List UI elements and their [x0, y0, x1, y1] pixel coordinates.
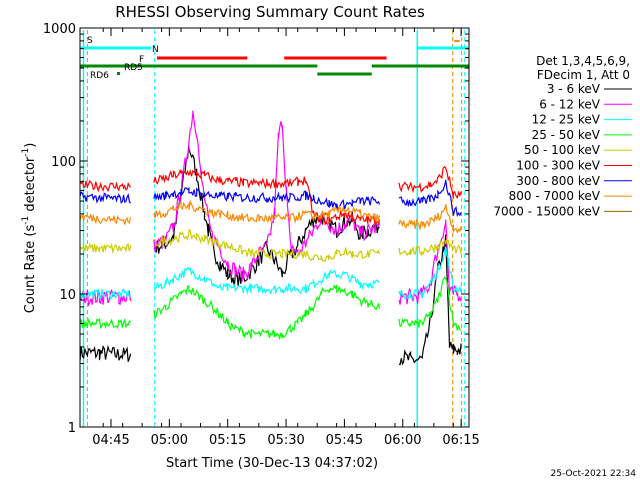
- y-axis-label-sup1: -1: [21, 216, 31, 225]
- x-tick-label: 04:45: [92, 433, 129, 448]
- flag-label-rd6: RD6: [90, 71, 109, 81]
- legend-label: 3 - 6 keV: [547, 82, 601, 96]
- y-axis-label-mid: detector: [23, 156, 38, 216]
- series-line-6: [79, 179, 462, 218]
- vertical-markers: [82, 30, 465, 427]
- series-line-3: [79, 276, 462, 341]
- series-line-2: [79, 246, 462, 300]
- y-axis-label-sup2: -1: [21, 148, 31, 157]
- x-axis-label: Start Time (30-Dec-13 04:37:02): [166, 456, 378, 471]
- legend: Det 1,3,4,5,6,9, FDecim 1, Att 0 3 - 6 k…: [493, 54, 632, 218]
- y-tick-label: 10: [59, 288, 76, 303]
- y-tick-label: 100: [51, 155, 76, 170]
- y-axis-label: Count Rate (s-1 detector-1): [21, 143, 38, 314]
- y-axis-ticks: 1 10 100 1000: [43, 22, 469, 436]
- legend-label: 6 - 12 keV: [539, 97, 601, 111]
- legend-header-line2: FDecim 1, Att 0: [537, 68, 630, 82]
- x-tick-label: 06:15: [442, 433, 479, 448]
- series-line-4: [79, 229, 462, 263]
- legend-label: 25 - 50 keV: [532, 128, 601, 142]
- series-lines: [79, 110, 462, 366]
- y-axis-label-main: Count Rate (s: [23, 225, 38, 314]
- legend-label: 7000 - 15000 keV: [493, 204, 600, 218]
- rd6-marker: [117, 72, 120, 75]
- flag-label-rd5: RD5: [124, 63, 143, 73]
- y-axis-label-end: ): [23, 143, 38, 148]
- legend-label: 12 - 25 keV: [532, 113, 601, 127]
- series-line-1: [79, 110, 462, 307]
- legend-label: 100 - 300 keV: [516, 159, 600, 173]
- legend-label: 50 - 100 keV: [524, 143, 601, 157]
- x-axis-ticks: 04:45 05:00 05:15 05:30 05:45 06:00 06:15: [92, 28, 480, 448]
- plot-frame: [79, 27, 470, 428]
- y-tick-label: 1000: [43, 22, 76, 37]
- chart-title: RHESSI Observing Summary Count Rates: [115, 3, 425, 21]
- x-tick-label: 05:45: [326, 433, 363, 448]
- flag-label-n: N: [152, 45, 159, 55]
- flag-label-s: S: [87, 36, 93, 46]
- series-line-7: [79, 199, 462, 234]
- x-tick-label: 05:15: [209, 433, 246, 448]
- y-tick-label: 1: [68, 421, 76, 436]
- legend-label: 300 - 800 keV: [516, 174, 600, 188]
- series-line-5: [79, 165, 462, 226]
- flag-label-f: F: [139, 55, 144, 65]
- x-tick-label: 05:00: [151, 433, 188, 448]
- legend-header-line1: Det 1,3,4,5,6,9,: [536, 54, 630, 68]
- x-tick-label: 05:30: [267, 433, 304, 448]
- x-tick-label: 06:00: [384, 433, 421, 448]
- legend-label: 800 - 7000 keV: [509, 189, 601, 203]
- corner-timestamp: 25-Oct-2021 22:34: [551, 469, 637, 479]
